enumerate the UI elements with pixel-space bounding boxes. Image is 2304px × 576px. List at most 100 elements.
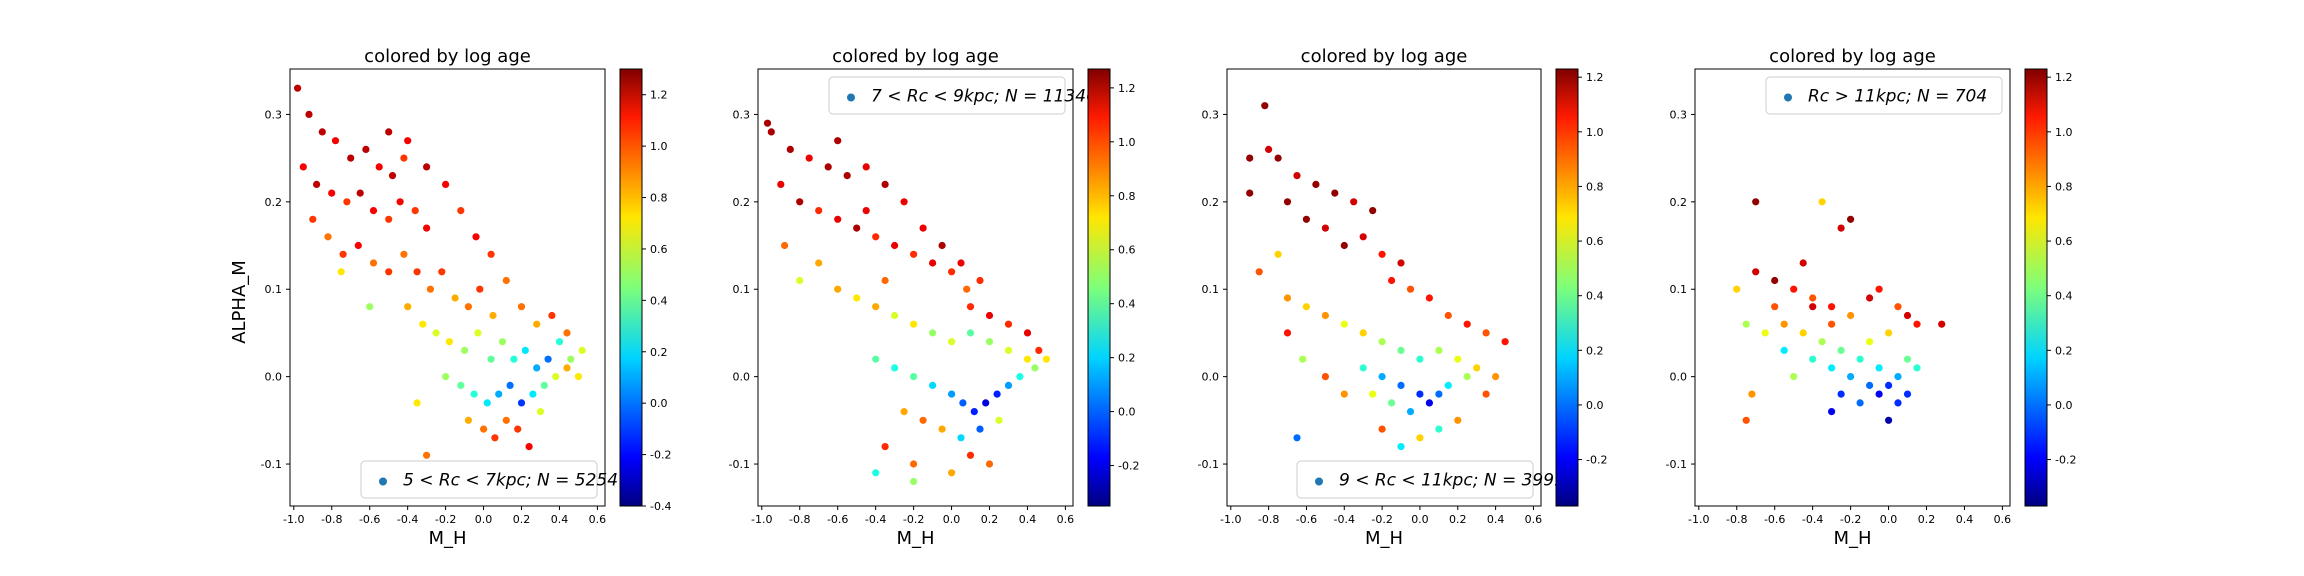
data-point — [1246, 154, 1254, 162]
data-point — [1265, 145, 1273, 153]
data-point — [1293, 172, 1301, 180]
data-point — [1425, 399, 1433, 407]
data-point — [423, 224, 431, 232]
data-point — [1809, 355, 1817, 363]
data-point — [1369, 390, 1377, 398]
colorbar-tick-label: 0.0 — [1118, 406, 1136, 419]
data-point — [957, 259, 965, 267]
plot-area — [289, 68, 606, 507]
data-point — [963, 285, 971, 293]
legend: 9 < Rc < 11kpc; N = 3991 — [1296, 460, 1565, 499]
x-tick-label: -0.8 — [789, 513, 810, 526]
colorbar-tick-label: -0.2 — [1118, 460, 1139, 473]
data-point — [536, 408, 545, 416]
data-point — [1903, 311, 1912, 320]
legend-box — [828, 76, 1066, 115]
data-point — [1435, 346, 1443, 354]
data-point — [900, 198, 908, 206]
data-point — [910, 373, 918, 381]
data-point — [1875, 390, 1883, 398]
data-point — [1378, 250, 1386, 258]
data-point — [563, 329, 571, 337]
data-point — [881, 276, 889, 285]
data-point — [1938, 320, 1946, 328]
data-point — [510, 355, 518, 363]
data-point — [1406, 285, 1415, 293]
data-point — [366, 303, 374, 311]
data-point — [891, 241, 899, 250]
data-point — [442, 373, 450, 381]
colorbar-tick-label: 0.0 — [650, 397, 668, 410]
y-tick-label: 0.1 — [1670, 283, 1688, 296]
data-point — [1359, 329, 1367, 337]
x-tick-label: 0.4 — [1487, 513, 1505, 526]
colorbar-tick-label: 1.2 — [1586, 71, 1604, 84]
x-tick-label: -0.4 — [397, 513, 418, 526]
data-point — [356, 189, 364, 197]
legend: 5 < Rc < 7kpc; N = 5254 — [360, 460, 618, 499]
data-point — [891, 311, 899, 320]
colorbar-tick-label: 0.8 — [1586, 180, 1604, 193]
data-point — [474, 329, 482, 337]
data-point — [853, 224, 861, 232]
data-points — [1733, 198, 1946, 424]
data-point — [1818, 198, 1826, 206]
data-point — [578, 346, 586, 354]
data-point — [966, 303, 975, 311]
colorbar-tick-label: 1.0 — [2055, 126, 2073, 139]
data-point — [985, 311, 994, 320]
data-point — [976, 276, 984, 285]
x-tick-label: -0.4 — [865, 513, 886, 526]
data-point — [1894, 373, 1902, 381]
data-point — [1837, 390, 1845, 398]
data-point — [502, 416, 510, 424]
data-point — [948, 469, 956, 477]
colorbar-gradient — [1087, 68, 1111, 507]
data-point — [948, 338, 956, 346]
x-tick-label: -0.8 — [1726, 513, 1747, 526]
data-point — [517, 399, 526, 407]
colorbar-tick-label: 0.6 — [2055, 235, 2073, 248]
data-point — [881, 180, 889, 188]
data-point — [489, 311, 497, 320]
data-point — [1828, 320, 1836, 328]
data-point — [483, 399, 491, 407]
data-point — [442, 180, 450, 188]
y-tick-label: 0.0 — [1202, 371, 1220, 384]
scatter-panel-1: -1.0 -0.8 -0.6 -0.4 -0.2 0.0 0.2 0.4 0.6 -0.1 0.0 0… — [261, 46, 672, 549]
data-point — [354, 241, 362, 250]
data-point — [1875, 285, 1883, 293]
data-point — [400, 250, 408, 258]
y-tick-label: 0.2 — [1202, 196, 1220, 209]
data-point — [1847, 215, 1855, 223]
data-point — [457, 381, 465, 389]
data-point — [1031, 364, 1039, 372]
figure-ylabel: ALPHA_M — [229, 260, 250, 344]
data-point — [1004, 346, 1013, 354]
data-point — [1388, 399, 1396, 407]
data-point — [1742, 320, 1750, 328]
data-point — [1913, 320, 1921, 328]
data-point — [480, 425, 488, 433]
data-point — [1299, 355, 1307, 363]
y-tick-label: 0.2 — [265, 196, 283, 209]
data-point — [339, 250, 347, 258]
data-point — [533, 364, 541, 372]
data-point — [1378, 373, 1386, 381]
data-point — [1837, 346, 1845, 354]
data-point — [495, 390, 503, 398]
data-point — [1847, 311, 1855, 320]
data-point — [910, 250, 918, 258]
colorbar-tick-label: -0.2 — [2055, 454, 2076, 467]
data-point — [995, 416, 1003, 424]
data-point — [948, 390, 956, 398]
chart-title: colored by log age — [1769, 46, 1936, 67]
data-point — [1042, 355, 1050, 363]
data-point — [400, 154, 408, 162]
data-point — [1866, 338, 1874, 346]
data-point — [299, 163, 307, 171]
data-point — [1331, 189, 1339, 197]
data-point — [1359, 233, 1367, 241]
data-point — [445, 338, 453, 346]
